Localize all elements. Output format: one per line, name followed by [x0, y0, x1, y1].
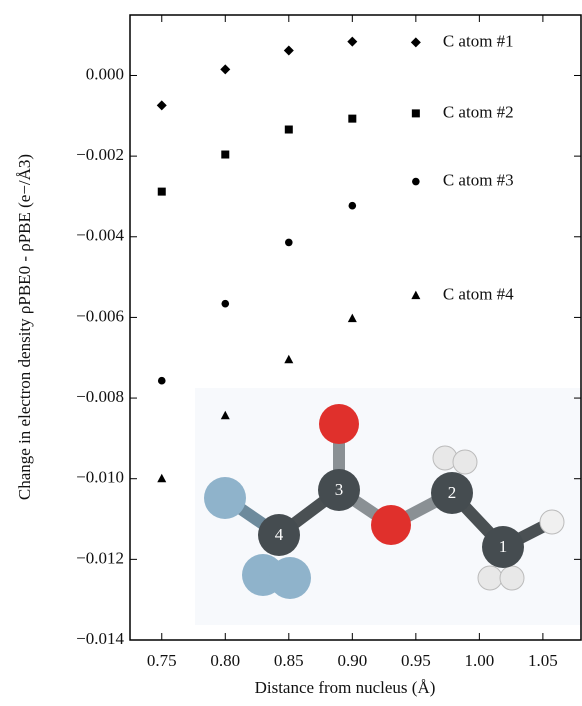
marker — [221, 150, 230, 159]
marker — [220, 64, 231, 75]
marker — [347, 36, 358, 47]
fluorine-atom — [204, 477, 246, 519]
marker — [284, 125, 293, 134]
marker — [347, 313, 357, 323]
marker — [156, 100, 167, 111]
hydrogen-atom — [452, 449, 478, 475]
marker — [285, 238, 293, 247]
marker — [157, 187, 166, 196]
marker — [348, 201, 357, 210]
marker — [220, 410, 230, 420]
series-label: C atom #3 — [443, 170, 514, 189]
x-tick-label: 0.85 — [274, 651, 304, 670]
y-tick-label: −0.002 — [76, 145, 124, 164]
marker — [221, 299, 230, 308]
y-tick-label: −0.012 — [76, 548, 124, 567]
plot-frame — [129, 14, 582, 641]
marker — [348, 114, 357, 123]
x-tick-label: 0.90 — [337, 651, 367, 670]
y-tick-label: −0.010 — [76, 468, 124, 487]
carbon-atom — [258, 514, 300, 556]
marker — [411, 109, 420, 118]
y-tick-label: 0.000 — [86, 64, 124, 83]
x-tick-label: 0.80 — [210, 651, 240, 670]
hydrogen-atom — [499, 565, 525, 591]
series-label: C atom #2 — [443, 102, 514, 121]
marker — [410, 37, 421, 48]
molecule-inset: 1 2 3 4 — [195, 388, 582, 625]
atom-label: 3 — [335, 480, 344, 499]
marker — [284, 354, 294, 364]
marker — [412, 177, 420, 186]
oxygen-atom — [371, 505, 411, 545]
x-axis-label: Distance from nucleus (Å) — [255, 678, 436, 697]
y-tick-label: −0.006 — [76, 306, 124, 325]
atom-label: 1 — [499, 537, 508, 556]
hydrogen-atom — [477, 565, 503, 591]
x-tick-label: 1.00 — [464, 651, 494, 670]
y-tick-label: −0.004 — [76, 226, 124, 245]
carbon-atom — [318, 469, 360, 511]
y-axis-label: Change in electron density ρPBE0 - ρPBE … — [15, 154, 34, 500]
marker — [157, 473, 167, 483]
carbon-atom — [431, 472, 473, 514]
x-tick-label: 1.05 — [528, 651, 558, 670]
series-label: C atom #4 — [443, 285, 514, 304]
marker — [411, 290, 421, 300]
atom-label: 4 — [275, 525, 284, 544]
x-tick-label: 0.75 — [147, 651, 177, 670]
x-tick-label: 0.95 — [401, 651, 431, 670]
hydrogen-atom — [539, 509, 565, 535]
carbon-atom — [482, 526, 524, 568]
marker — [157, 376, 166, 385]
fluorine-atom — [269, 557, 311, 599]
atom-label: 2 — [448, 483, 457, 502]
series-label: C atom #1 — [443, 31, 514, 50]
y-tick-label: −0.008 — [76, 387, 124, 406]
oxygen-atom — [319, 404, 359, 444]
y-tick-label: −0.014 — [76, 629, 124, 648]
marker — [283, 45, 294, 56]
